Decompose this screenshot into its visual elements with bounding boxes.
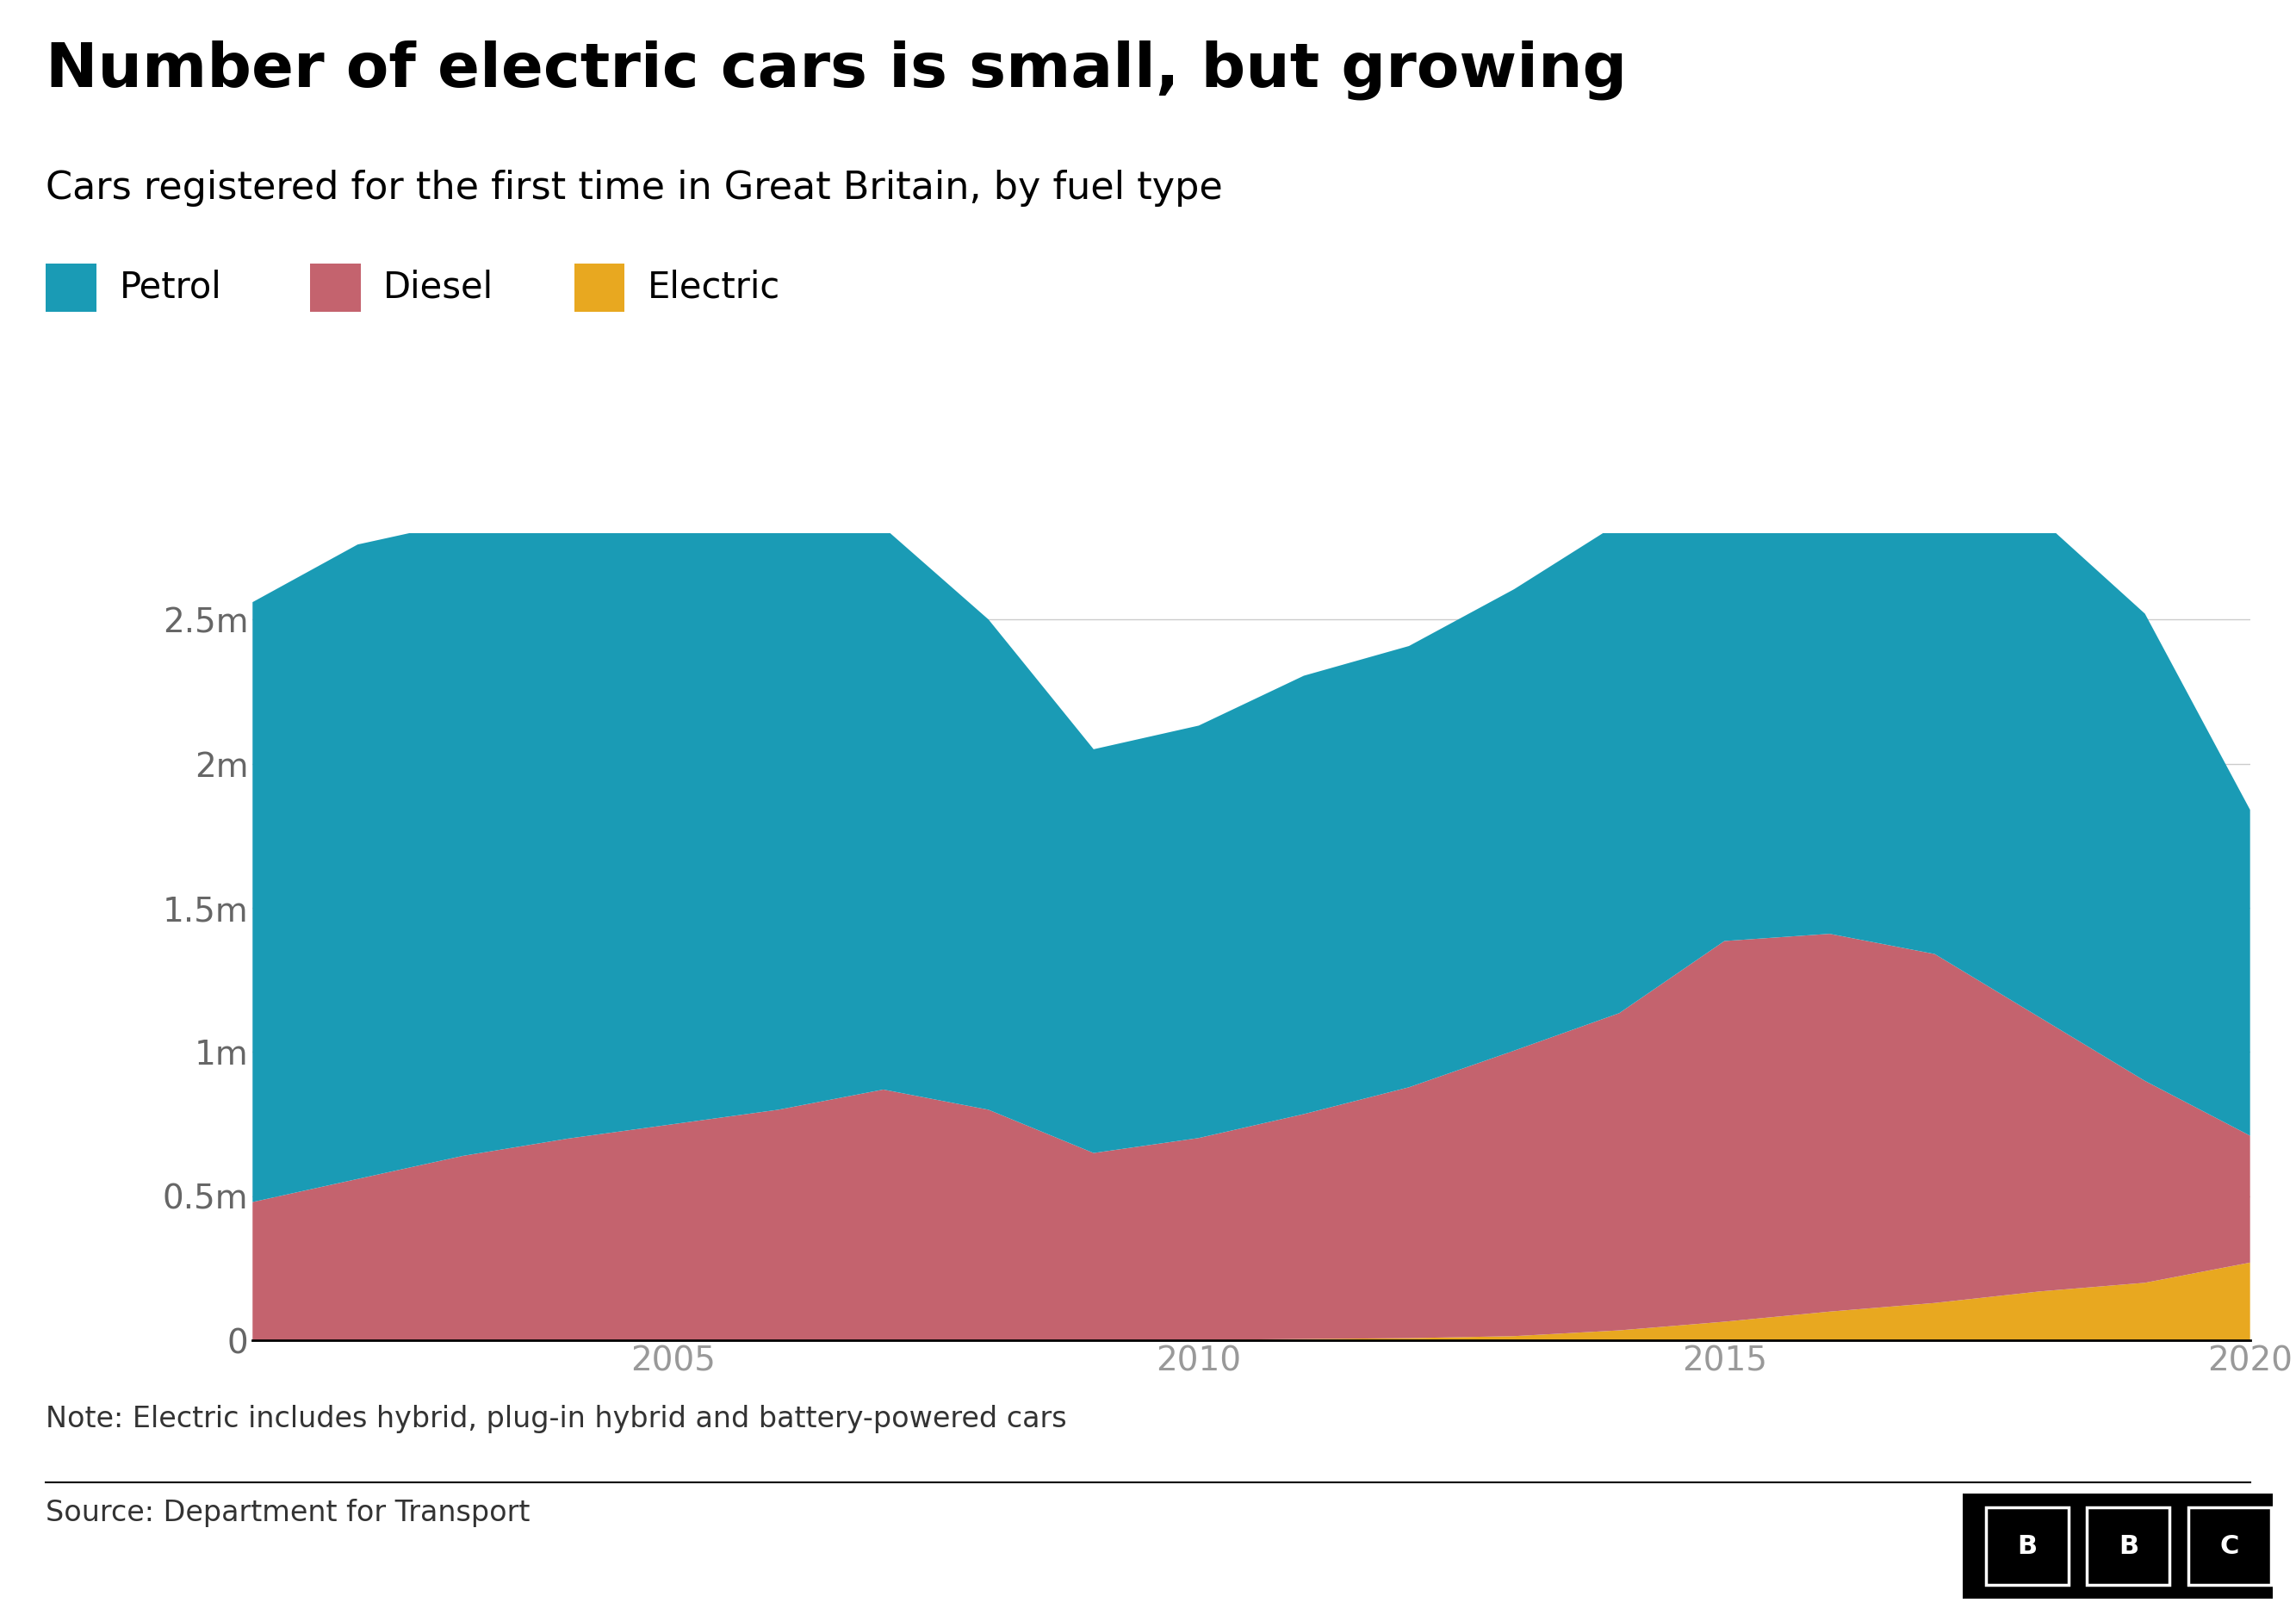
Text: Number of electric cars is small, but growing: Number of electric cars is small, but gr…: [46, 40, 1628, 100]
Text: Source: Department for Transport: Source: Department for Transport: [46, 1499, 530, 1528]
Text: Diesel: Diesel: [383, 270, 494, 305]
Text: Cars registered for the first time in Great Britain, by fuel type: Cars registered for the first time in Gr…: [46, 170, 1224, 207]
Text: Electric: Electric: [647, 270, 781, 305]
Text: Note: Electric includes hybrid, plug-in hybrid and battery-powered cars: Note: Electric includes hybrid, plug-in …: [46, 1405, 1068, 1434]
Text: Petrol: Petrol: [119, 270, 223, 305]
Text: B: B: [2119, 1534, 2138, 1558]
Text: C: C: [2220, 1534, 2239, 1558]
Text: B: B: [2018, 1534, 2037, 1558]
